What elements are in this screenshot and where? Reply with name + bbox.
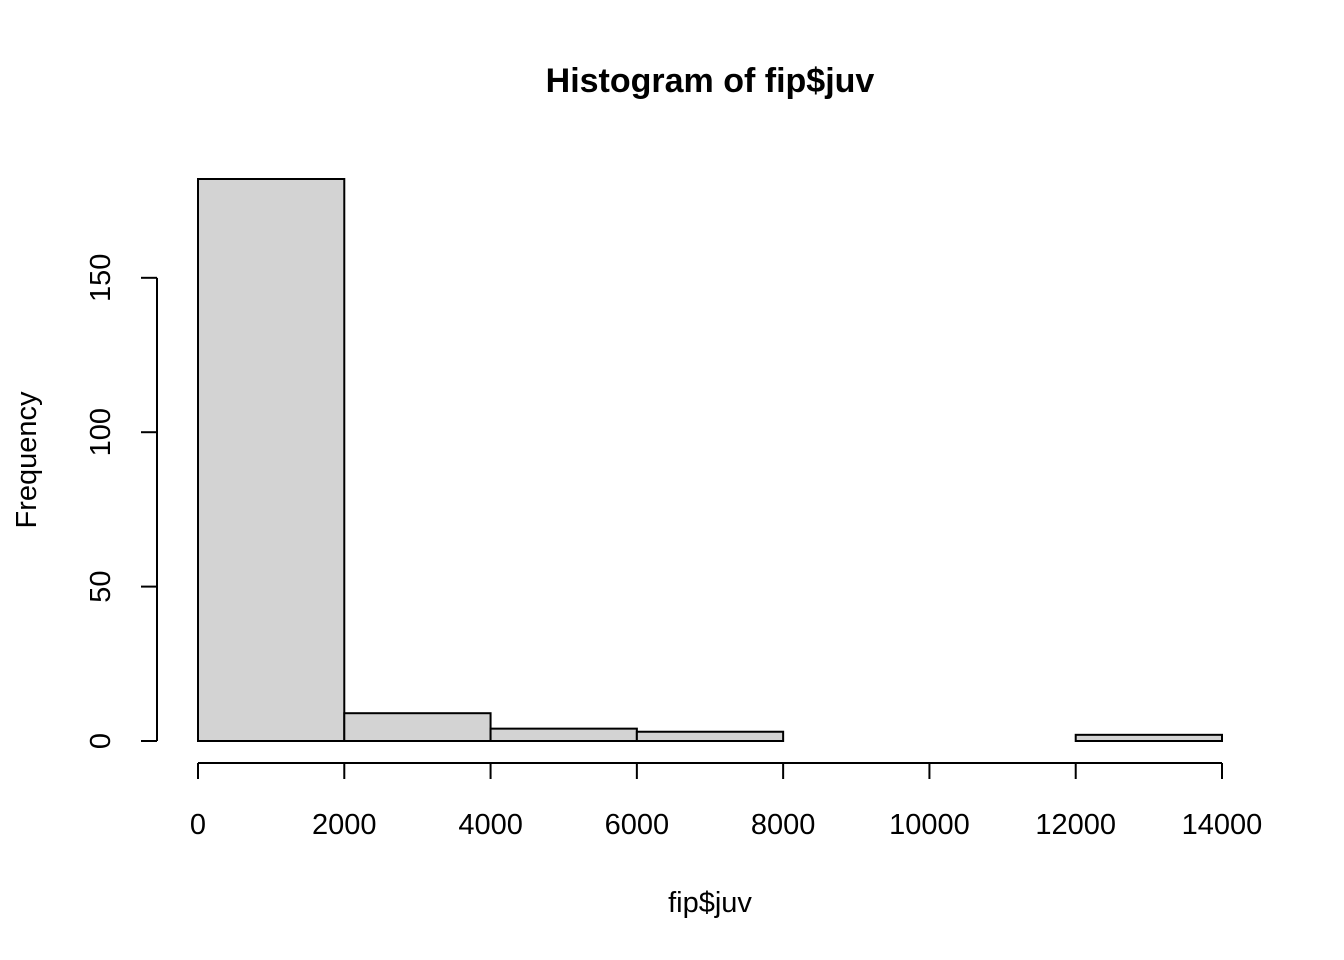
histogram-bar-1 <box>343 712 492 743</box>
y-tick-label: 150 <box>85 254 117 302</box>
histogram-bar-3 <box>635 730 785 743</box>
histogram-bar-2 <box>489 727 638 743</box>
y-tick-label: 50 <box>85 570 117 602</box>
y-axis: 0 50 100 150 <box>85 254 158 749</box>
histogram-bar-0 <box>197 178 346 742</box>
x-tick-label: 0 <box>190 809 206 841</box>
x-tick-label: 8000 <box>751 809 816 841</box>
x-tick-label: 10000 <box>889 809 970 841</box>
x-tick-label: 6000 <box>605 809 670 841</box>
x-tick-label: 14000 <box>1182 809 1263 841</box>
histogram-bar-6 <box>1074 733 1223 742</box>
histogram-bars <box>197 178 1223 743</box>
y-tick-label: 0 <box>85 733 117 749</box>
y-axis-title: Frequency <box>11 391 43 529</box>
chart-title: Histogram of fip$juv <box>546 62 875 100</box>
x-tick-label: 2000 <box>312 809 377 841</box>
x-axis-title: fip$juv <box>668 887 752 919</box>
x-tick-label: 4000 <box>458 809 523 841</box>
y-tick-label: 100 <box>85 408 117 456</box>
x-axis: 0 2000 4000 6000 8000 10000 12000 14000 <box>190 762 1263 841</box>
x-tick-label: 12000 <box>1035 809 1116 841</box>
